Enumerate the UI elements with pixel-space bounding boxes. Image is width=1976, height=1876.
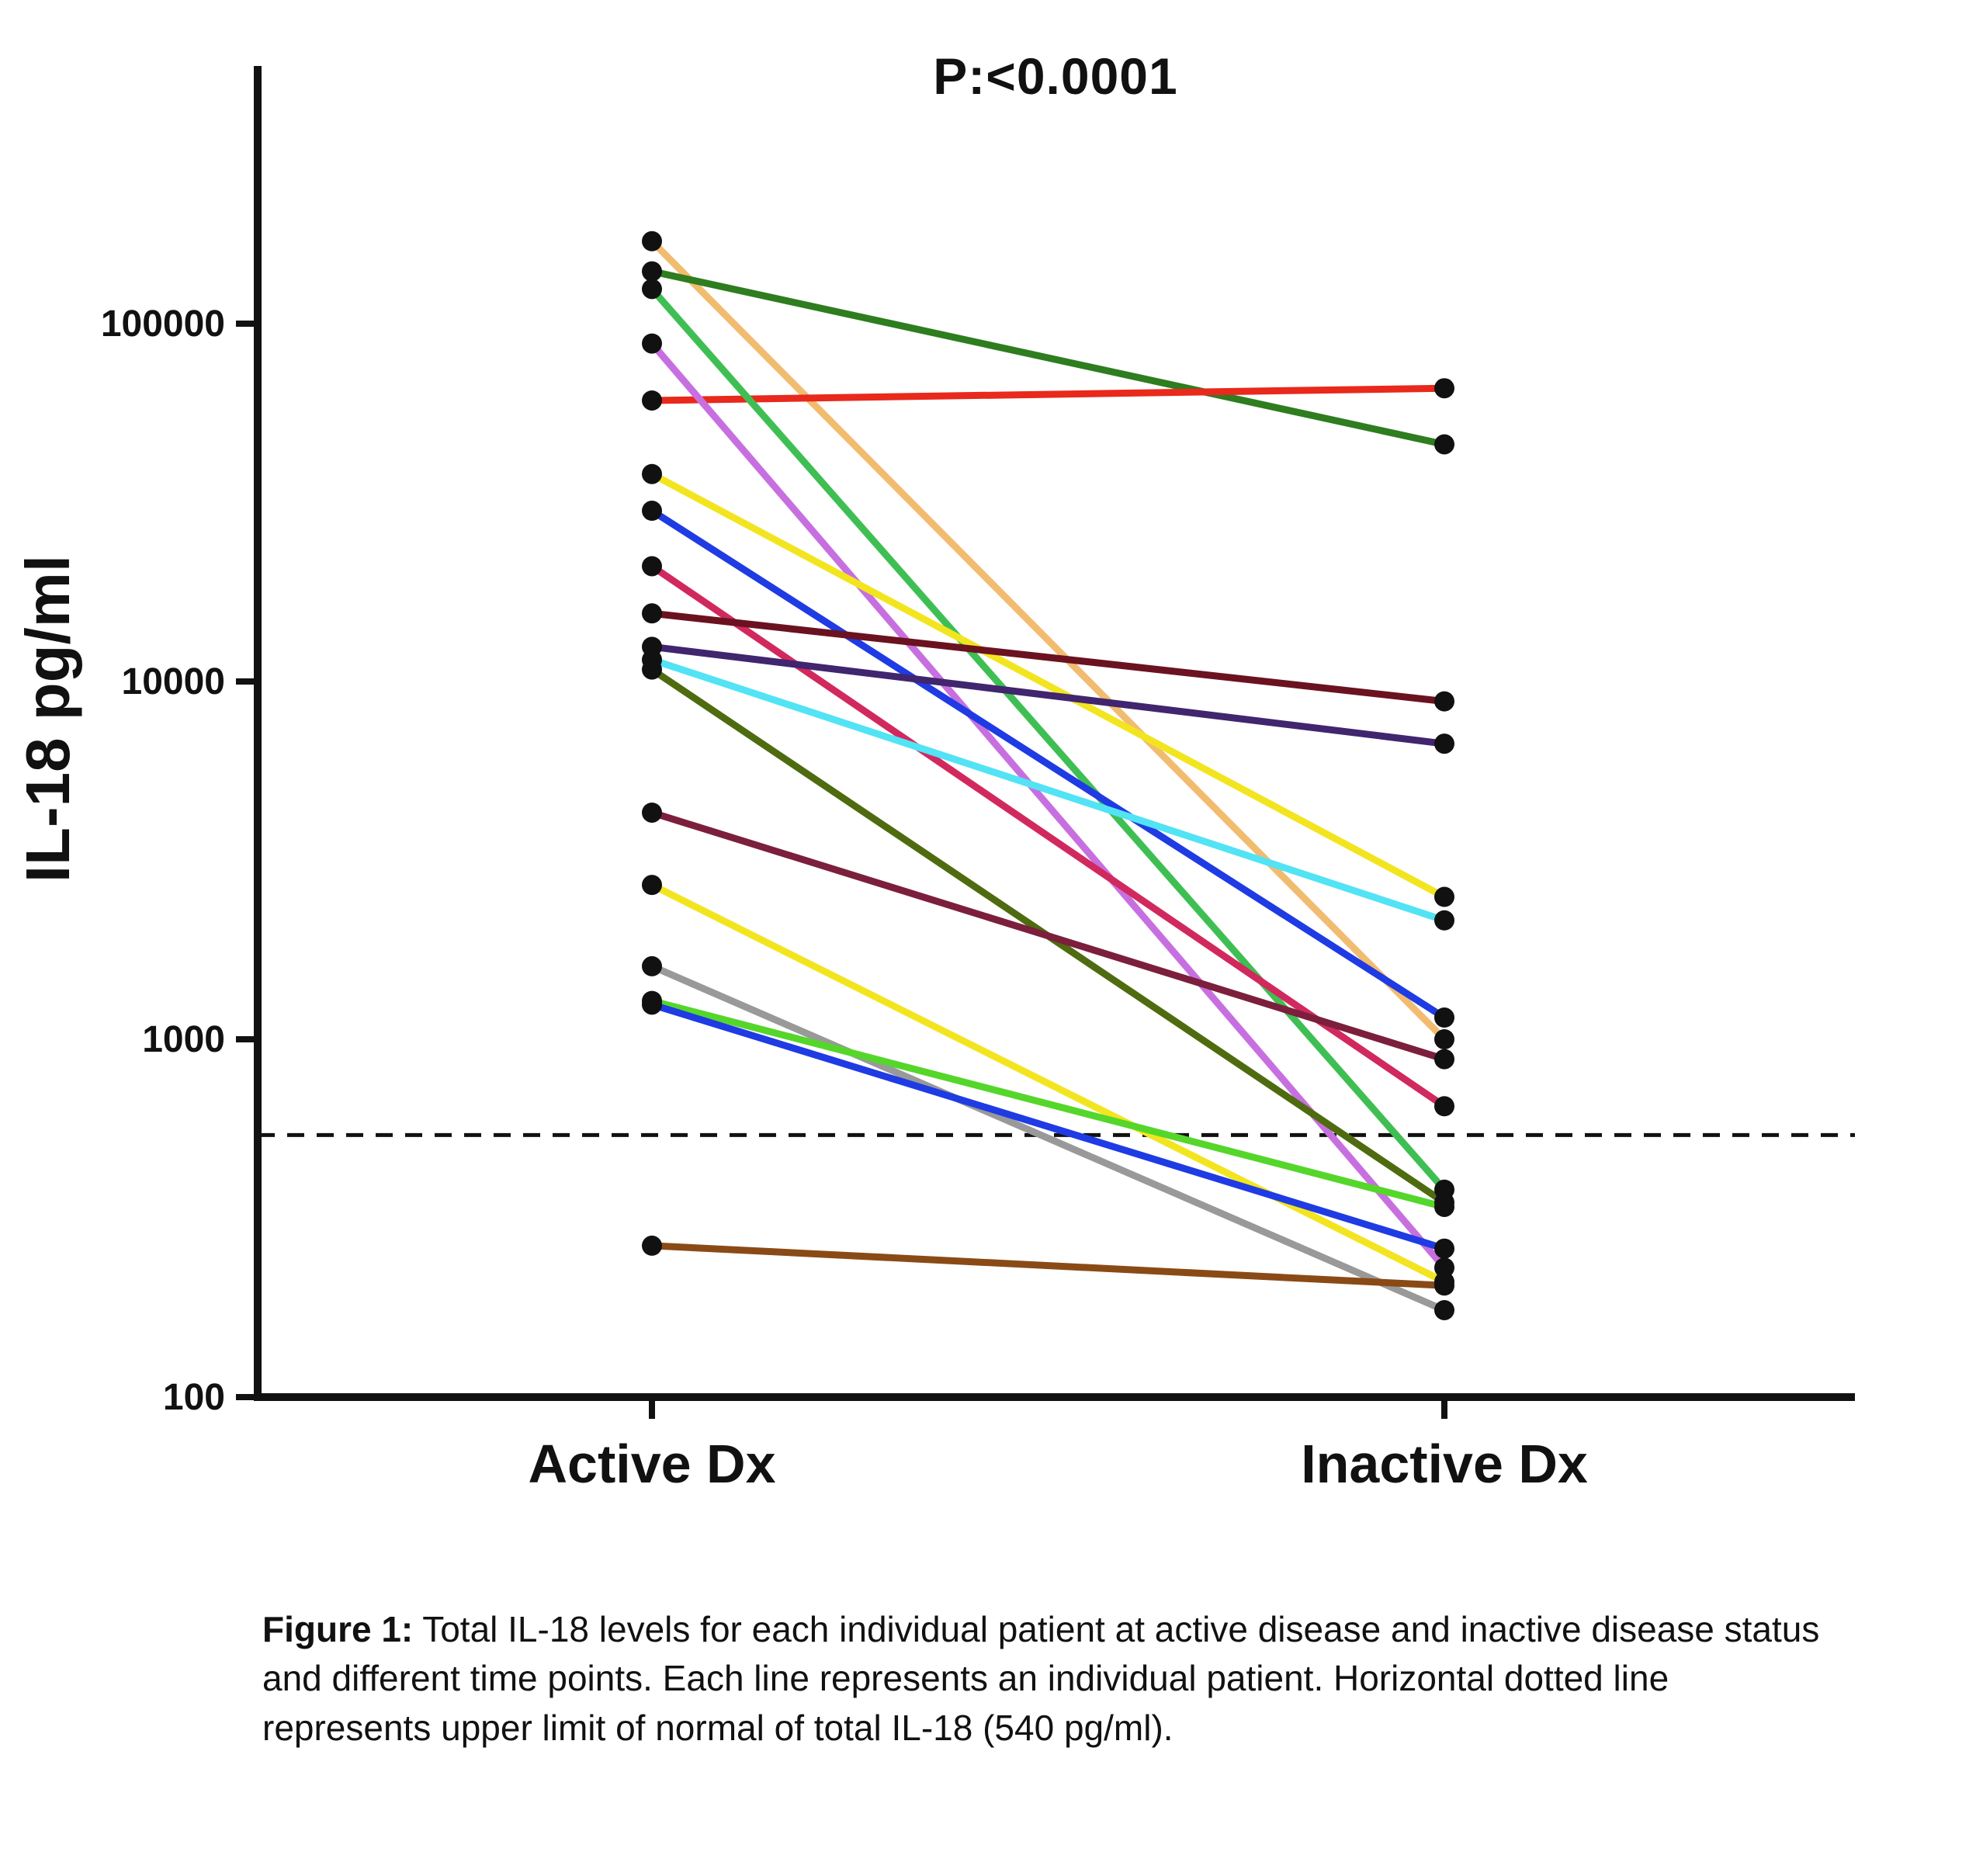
patient-line-patient-15	[648, 962, 1448, 1314]
patient-line-patient-3	[648, 384, 1448, 404]
data-point-patient-6-inactive	[1434, 886, 1454, 907]
y-tick-label-100000: 100000	[101, 303, 225, 345]
data-point-patient-13-inactive	[1434, 1049, 1454, 1070]
data-point-patient-4-active	[642, 279, 662, 300]
chart-svg: 100000 10000 1000 100 Active Dx Inactive Dx	[101, 66, 1855, 1494]
patient-line-patient-16	[648, 997, 1448, 1211]
patient-line-patient-18	[648, 1242, 1448, 1289]
data-point-patient-2-inactive	[1434, 434, 1454, 455]
figure-caption: Figure 1: Total IL-18 levels for each in…	[262, 1605, 1838, 1753]
y-tick-label-100: 100	[163, 1377, 225, 1418]
patient-line-patient-2	[648, 268, 1448, 448]
patient-line-patient-11	[648, 656, 1448, 924]
data-point-patient-3-inactive	[1434, 378, 1454, 399]
data-point-patient-3-active	[642, 390, 662, 411]
patient-line-patient-10	[648, 643, 1448, 747]
data-point-patient-15-inactive	[1434, 1299, 1454, 1320]
figure-caption-text: Total IL-18 levels for each individual p…	[262, 1609, 1820, 1748]
data-point-patient-13-active	[642, 802, 662, 823]
y-tick-label-1000: 1000	[142, 1019, 225, 1060]
data-point-patient-8-active	[642, 556, 662, 577]
figure-caption-label: Figure 1:	[262, 1609, 414, 1649]
patient-line-patient-17	[648, 1000, 1448, 1253]
data-point-patient-14-active	[642, 875, 662, 896]
x-category-label-1: Inactive Dx	[1301, 1434, 1588, 1494]
patient-line-patient-13	[648, 809, 1448, 1063]
data-point-patient-18-inactive	[1434, 1275, 1454, 1296]
data-point-patient-18-active	[642, 1235, 662, 1256]
chart-area: 100000 10000 1000 100 Active Dx Inactive Dx	[101, 66, 1855, 1494]
data-point-patient-12-active	[642, 659, 662, 680]
data-point-patient-16-inactive	[1434, 1196, 1454, 1217]
data-point-patient-10-inactive	[1434, 733, 1454, 754]
patient-line-patient-7	[648, 507, 1448, 1021]
data-point-patient-1-inactive	[1434, 1029, 1454, 1049]
data-point-patient-5-active	[642, 333, 662, 354]
data-point-patient-1-active	[642, 231, 662, 251]
data-point-patient-17-active	[642, 994, 662, 1015]
data-point-patient-5-inactive	[1434, 1257, 1454, 1278]
data-point-patient-15-active	[642, 955, 662, 976]
data-point-patient-9-active	[642, 603, 662, 624]
data-point-patient-8-inactive	[1434, 1096, 1454, 1117]
patient-line-patient-6	[648, 470, 1448, 901]
data-point-patient-9-inactive	[1434, 691, 1454, 712]
chart-title: P:<0.0001	[933, 47, 1178, 105]
x-category-label-0: Active Dx	[528, 1434, 775, 1494]
data-point-patient-6-active	[642, 463, 662, 484]
data-point-patient-11-inactive	[1434, 910, 1454, 931]
data-point-patient-2-active	[642, 261, 662, 282]
y-tick-label-10000: 10000	[122, 661, 225, 702]
patient-line-patient-1	[648, 238, 1448, 1043]
patient-line-patient-4	[648, 285, 1448, 1194]
data-point-patient-7-active	[642, 501, 662, 522]
patient-line-patient-14	[648, 881, 1448, 1285]
data-point-patient-17-inactive	[1434, 1238, 1454, 1259]
data-point-patient-7-inactive	[1434, 1007, 1454, 1028]
patient-line-patient-9	[648, 609, 1448, 706]
